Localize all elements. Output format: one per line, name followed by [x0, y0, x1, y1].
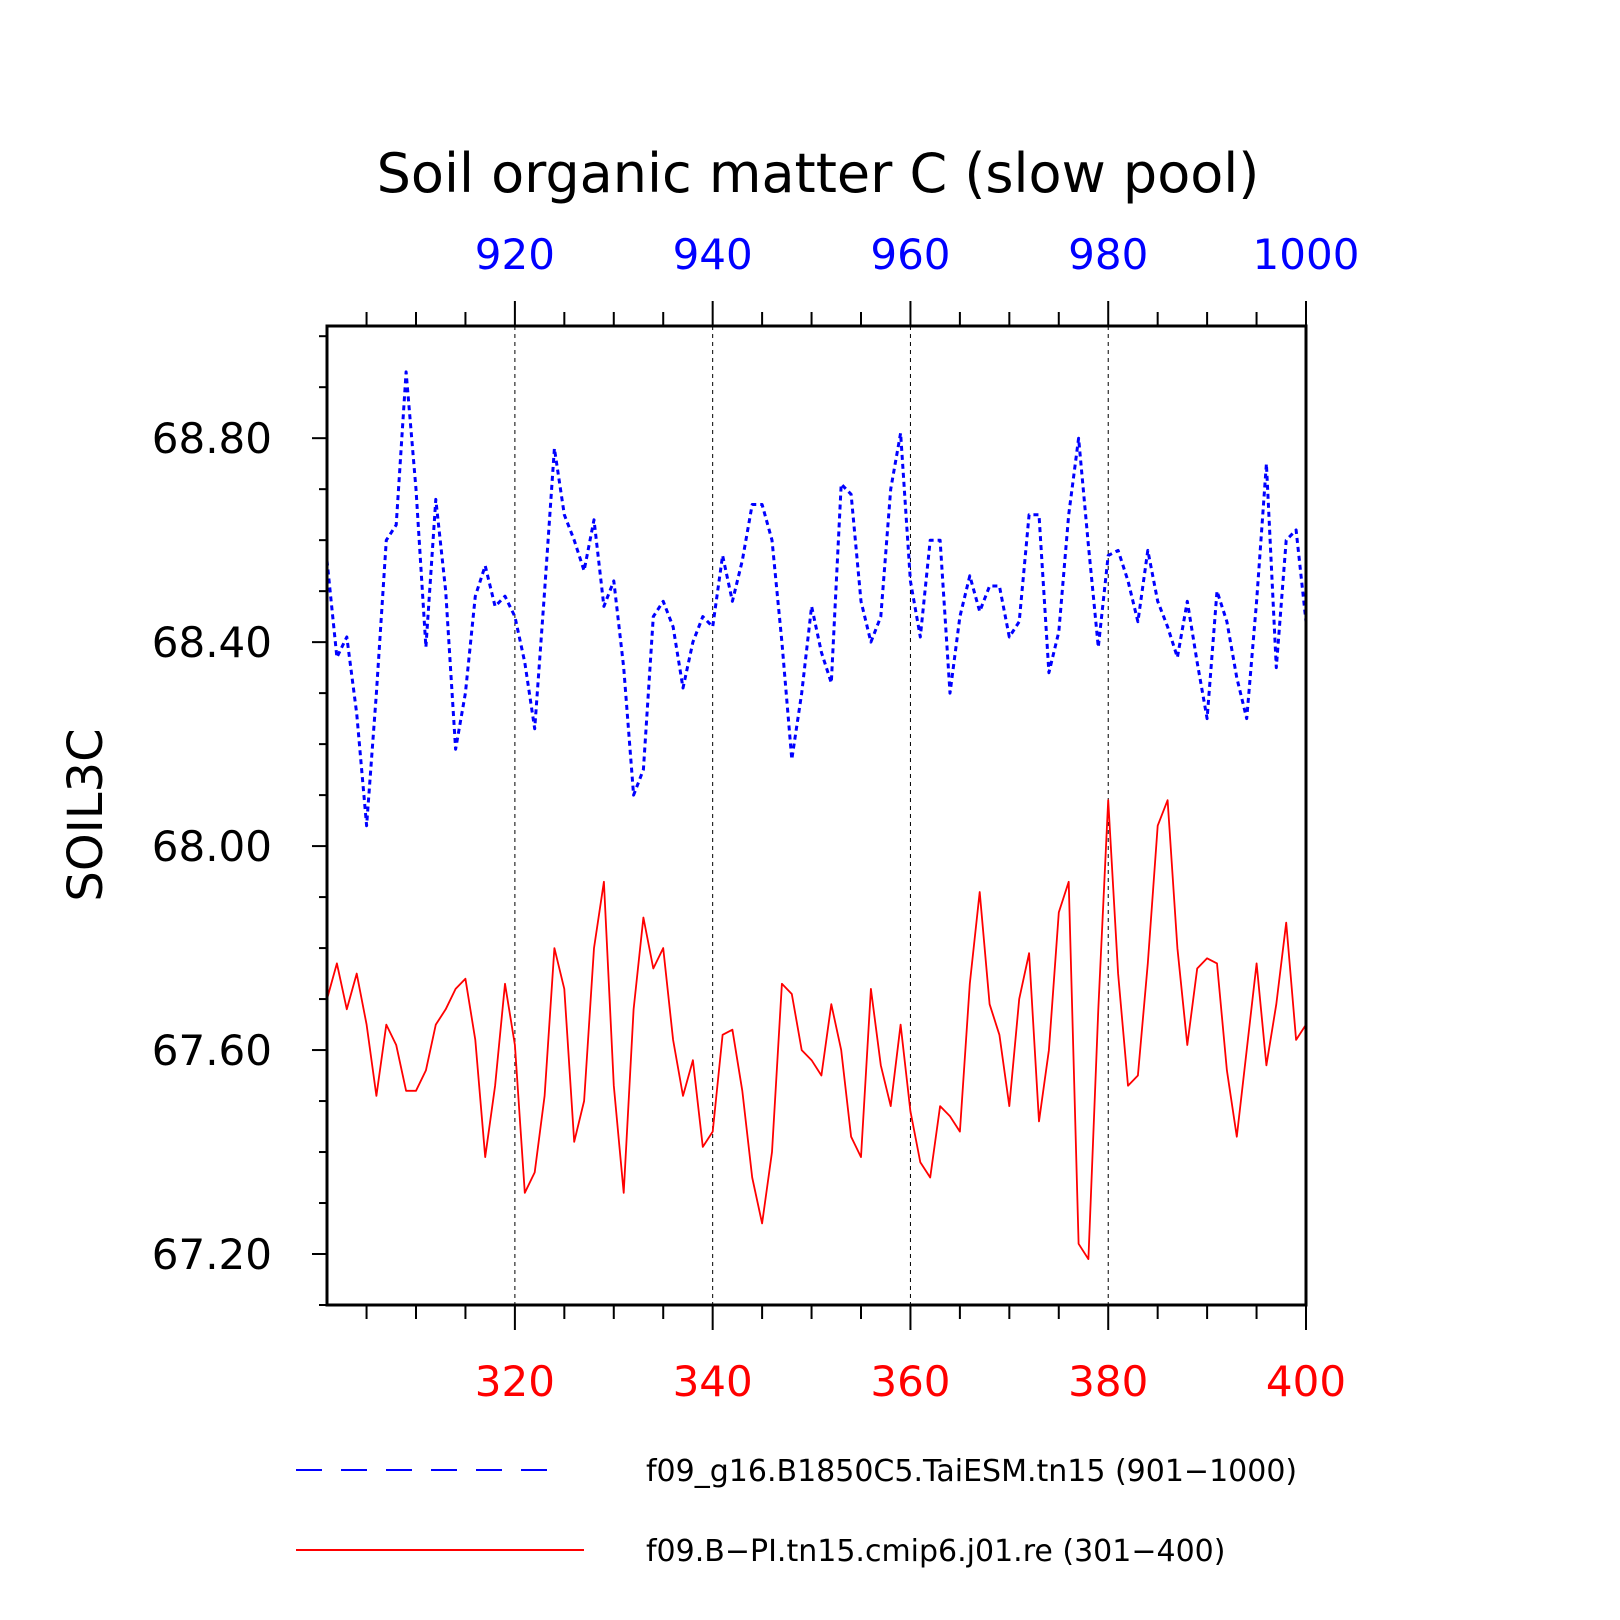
tick-marks: [312, 301, 1307, 1330]
legend: f09_g16.B1850C5.TaiESM.tn15 (901−1000) f…: [296, 1454, 1297, 1569]
top-x-tick-label: 1000: [1253, 230, 1360, 279]
top-x-tick-label: 940: [673, 230, 753, 279]
y-tick-label: 67.20: [152, 1230, 272, 1279]
plot-frame: [325, 324, 1308, 1307]
legend-label-series-2: f09.B−PI.tn15.cmip6.j01.re (301−400): [646, 1534, 1225, 1569]
bottom-x-tick-labels: 320 340 360 380 400: [475, 1357, 1346, 1406]
top-x-tick-label: 980: [1068, 230, 1148, 279]
y-axis-title: SOIL3C: [58, 728, 114, 901]
top-x-tick-label: 920: [475, 230, 555, 279]
series-line-blue-dashed: [325, 370, 1308, 828]
chart-title: Soil organic matter C (slow pool): [377, 142, 1260, 205]
top-x-tick-labels: 920 940 960 980 1000: [475, 230, 1360, 279]
y-tick-label: 68.00: [152, 822, 272, 871]
y-tick-labels: 67.20 67.60 68.00 68.40 68.80: [152, 414, 272, 1279]
y-tick-label: 67.60: [152, 1026, 272, 1075]
bottom-x-tick-label: 380: [1068, 1357, 1148, 1406]
bottom-x-tick-label: 360: [870, 1357, 950, 1406]
legend-label-series-1: f09_g16.B1850C5.TaiESM.tn15 (901−1000): [646, 1454, 1297, 1489]
y-tick-label: 68.80: [152, 414, 272, 463]
bottom-x-tick-label: 340: [673, 1357, 753, 1406]
top-x-tick-label: 960: [870, 230, 950, 279]
bottom-x-tick-label: 400: [1266, 1357, 1346, 1406]
bottom-x-tick-label: 320: [475, 1357, 555, 1406]
series-layer: [325, 370, 1308, 1260]
series-line-red-solid: [326, 799, 1307, 1260]
y-tick-label: 68.40: [152, 618, 272, 667]
